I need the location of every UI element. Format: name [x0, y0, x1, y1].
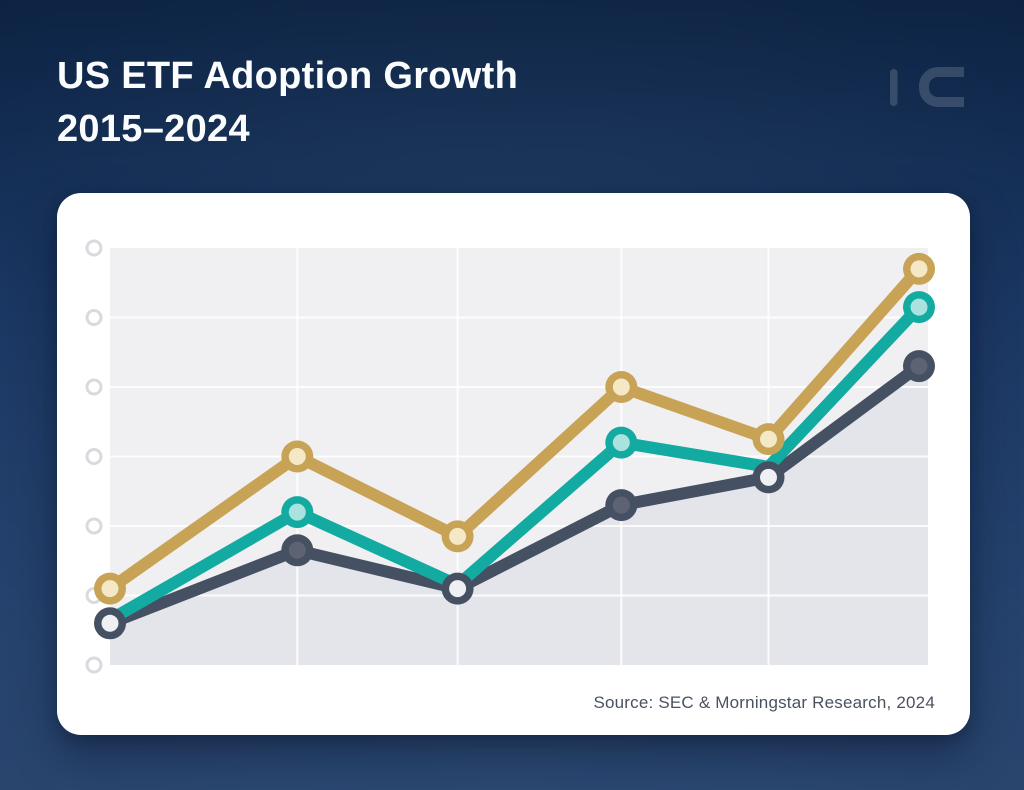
ic-logo-icon — [890, 67, 964, 107]
page-title-line-2: 2015–2024 — [57, 108, 250, 150]
line-chart — [57, 193, 970, 735]
brand-logo — [888, 66, 968, 108]
page-title-line-1: US ETF Adoption Growth — [57, 55, 519, 97]
source-caption: Source: SEC & Morningstar Research, 2024 — [593, 693, 935, 712]
page-title: US ETF Adoption Growth 2015–2024 — [57, 50, 518, 156]
chart-card: Source: SEC & Morningstar Research, 2024 — [57, 193, 970, 735]
line-chart-svg — [85, 239, 935, 674]
